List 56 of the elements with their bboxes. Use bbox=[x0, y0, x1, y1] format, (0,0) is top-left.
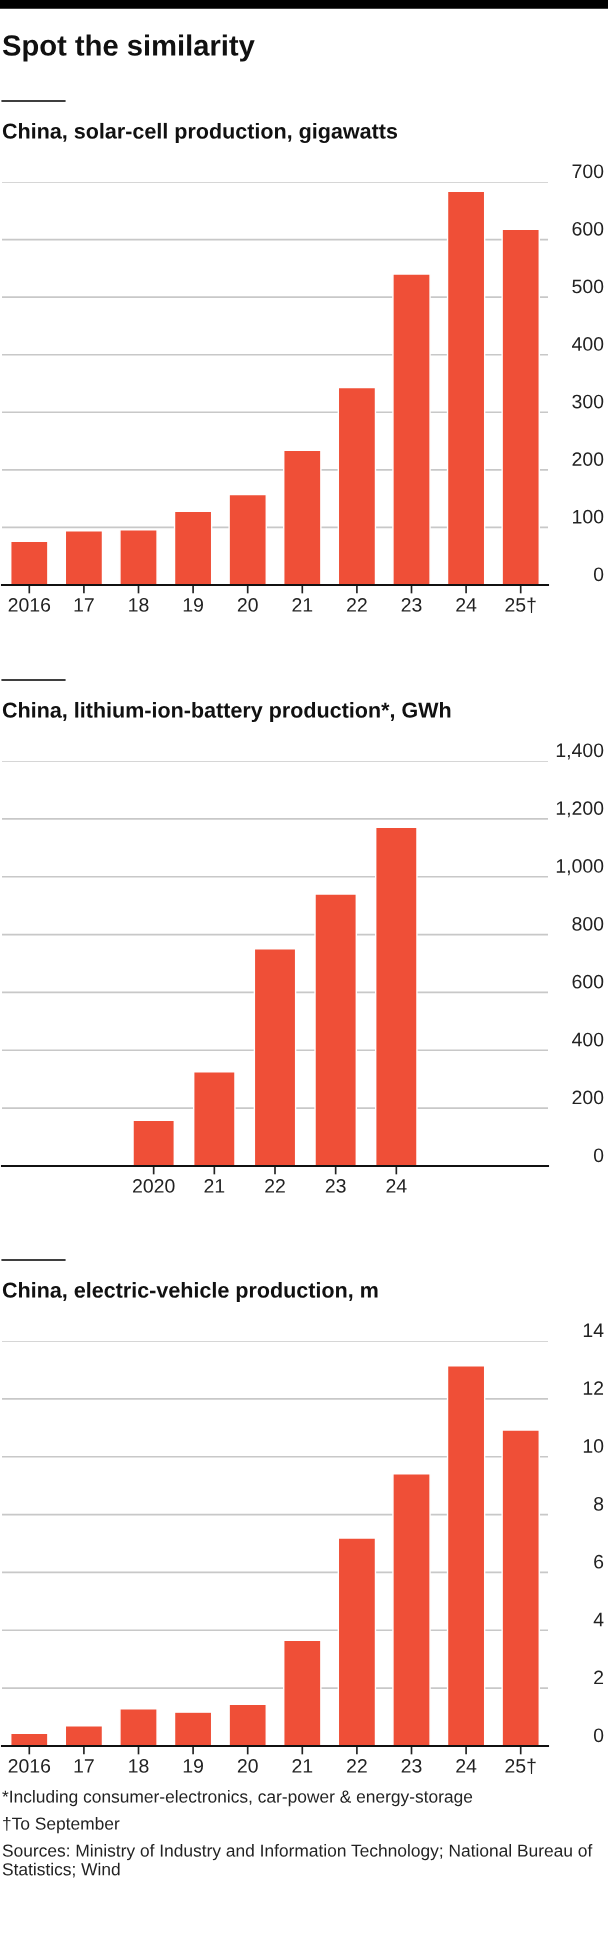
x-tick-label: 18 bbox=[129, 1759, 149, 1773]
x-tick-label: 25† bbox=[505, 597, 536, 613]
chart-subtitle: China, solar-cell production, gigawatts bbox=[2, 122, 398, 144]
y-tick-label: 700 bbox=[572, 164, 604, 179]
x-tick-label: 20 bbox=[237, 1759, 258, 1773]
y-tick-label: 0 bbox=[593, 1148, 604, 1163]
x-tick-label: 20 bbox=[237, 598, 258, 612]
y-tick-label: 300 bbox=[572, 394, 604, 409]
y-tick-label: 12 bbox=[583, 1381, 604, 1395]
y-tick-label: 14 bbox=[583, 1323, 604, 1337]
y-tick-label: 1,000 bbox=[556, 859, 604, 876]
x-tick-label: 22 bbox=[265, 1179, 285, 1193]
x-tick-label: 21 bbox=[292, 598, 313, 612]
x-tick-label: 24 bbox=[386, 1179, 407, 1193]
chart-subtitle: China, lithium-ion-battery production*, GWh bbox=[2, 701, 451, 723]
y-tick-label: 4 bbox=[593, 1612, 604, 1627]
y-tick-label: 1,200 bbox=[556, 801, 604, 818]
y-tick-label: 0 bbox=[593, 1728, 604, 1743]
y-tick-label: 500 bbox=[572, 279, 604, 294]
y-tick-label: 800 bbox=[572, 916, 604, 931]
y-tick-label: 1,400 bbox=[556, 743, 604, 760]
x-tick-label: 2016 bbox=[8, 598, 51, 612]
y-tick-label: 200 bbox=[572, 1090, 604, 1105]
y-tick-label: 100 bbox=[573, 509, 604, 524]
x-tick-label: 18 bbox=[129, 598, 149, 612]
x-tick-label: 23 bbox=[401, 1759, 422, 1773]
y-tick-label: 2 bbox=[594, 1670, 604, 1685]
y-tick-label: 10 bbox=[583, 1439, 604, 1453]
x-tick-label: 17 bbox=[74, 1759, 94, 1773]
y-tick-label: 8 bbox=[594, 1496, 604, 1511]
y-tick-label: 0 bbox=[593, 567, 604, 582]
x-tick-label: 19 bbox=[183, 1759, 203, 1773]
x-tick-label: 21 bbox=[204, 1179, 225, 1193]
x-tick-label: 23 bbox=[401, 598, 422, 612]
y-tick-label: 600 bbox=[572, 221, 604, 236]
x-tick-label: 2016 bbox=[8, 1759, 51, 1773]
x-tick-label: 25† bbox=[505, 1758, 536, 1774]
x-tick-label: 19 bbox=[183, 598, 203, 612]
x-tick-label: 22 bbox=[347, 1759, 367, 1773]
source-note: Sources: Ministry of Industry and Information Technology; National Bureau of Statistics; Wind bbox=[2, 1844, 593, 1878]
y-tick-label: 600 bbox=[572, 974, 604, 989]
x-tick-label: 24 bbox=[456, 598, 477, 612]
x-tick-label: 21 bbox=[292, 1759, 313, 1773]
x-tick-label: 2020 bbox=[133, 1179, 175, 1193]
y-tick-label: 400 bbox=[572, 1032, 604, 1047]
text: *Including consumer-electronics, car-power & energy-storage bbox=[2, 1790, 473, 1807]
chart-title: Spot the similarity bbox=[2, 34, 255, 62]
x-tick-label: 24 bbox=[456, 1759, 477, 1773]
chart-subtitle: China, electric-vehicle production, m bbox=[2, 1281, 378, 1303]
text: †To September bbox=[3, 1817, 120, 1834]
y-tick-label: 400 bbox=[572, 337, 604, 351]
y-tick-label: 6 bbox=[594, 1554, 604, 1569]
x-tick-label: 22 bbox=[347, 598, 367, 612]
x-tick-label: 17 bbox=[74, 598, 94, 612]
y-tick-label: 200 bbox=[572, 452, 604, 467]
x-tick-label: 23 bbox=[325, 1179, 346, 1193]
